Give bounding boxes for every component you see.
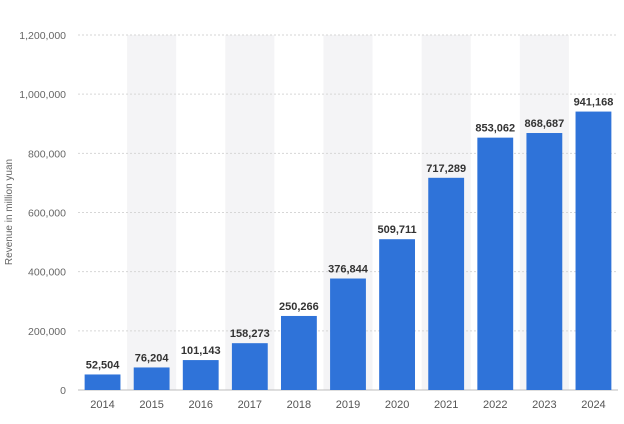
x-tick-label: 2022 <box>483 399 507 411</box>
x-tick-label: 2015 <box>139 399 163 411</box>
bars <box>84 111 612 390</box>
data-label: 376,844 <box>328 264 369 276</box>
data-label: 868,687 <box>524 118 564 130</box>
bar-2016 <box>182 360 219 390</box>
bar-2018 <box>280 315 317 390</box>
bar-2015 <box>133 367 170 390</box>
y-tick-label: 400,000 <box>28 267 66 279</box>
data-labels: 52,504 76,204 101,143 158,273 250,266 376,844… <box>86 97 614 372</box>
data-label: 853,062 <box>475 123 515 135</box>
bar-2019 <box>330 278 366 390</box>
data-label: 158,273 <box>230 328 270 340</box>
data-label: 76,204 <box>135 352 170 364</box>
bar-2023 <box>526 133 563 390</box>
bar-2021 <box>428 177 465 390</box>
y-tick-label: 0 <box>60 385 66 397</box>
x-tick-label: 2014 <box>90 399 114 411</box>
y-tick-label: 600,000 <box>28 208 66 220</box>
bar-2024 <box>575 111 612 390</box>
bar-2014 <box>84 374 121 390</box>
data-label: 52,504 <box>86 359 121 371</box>
y-tick-label: 1,200,000 <box>19 30 66 42</box>
x-tick-label: 2020 <box>385 399 409 411</box>
data-label: 509,711 <box>378 224 417 236</box>
bar-2022 <box>477 137 514 390</box>
x-tick-label: 2021 <box>434 399 458 411</box>
x-tick-label: 2019 <box>336 399 360 411</box>
y-tick-label: 1,000,000 <box>19 89 66 101</box>
x-tick-label: 2023 <box>532 399 556 411</box>
data-label: 101,143 <box>181 345 221 357</box>
data-label: 250,266 <box>279 301 319 313</box>
data-label: 941,168 <box>574 97 614 109</box>
y-tick-label: 200,000 <box>28 326 66 338</box>
y-axis-label: Revenue in million yuan <box>4 159 15 265</box>
data-label: 717,289 <box>426 163 466 175</box>
x-tick-label: 2024 <box>581 399 605 411</box>
y-axis-ticks: 0 200,000 400,000 600,000 800,000 1,000,000 1,… <box>19 30 66 397</box>
x-tick-label: 2017 <box>238 399 262 411</box>
bar-2017 <box>231 343 268 390</box>
x-tick-label: 2018 <box>287 399 311 411</box>
x-axis-ticks: 2014 2015 2016 2017 2018 2019 2020 2021 2022 2023… <box>90 399 605 411</box>
bar-2020 <box>379 239 416 390</box>
x-tick-label: 2016 <box>188 399 212 411</box>
y-tick-label: 800,000 <box>28 148 66 160</box>
